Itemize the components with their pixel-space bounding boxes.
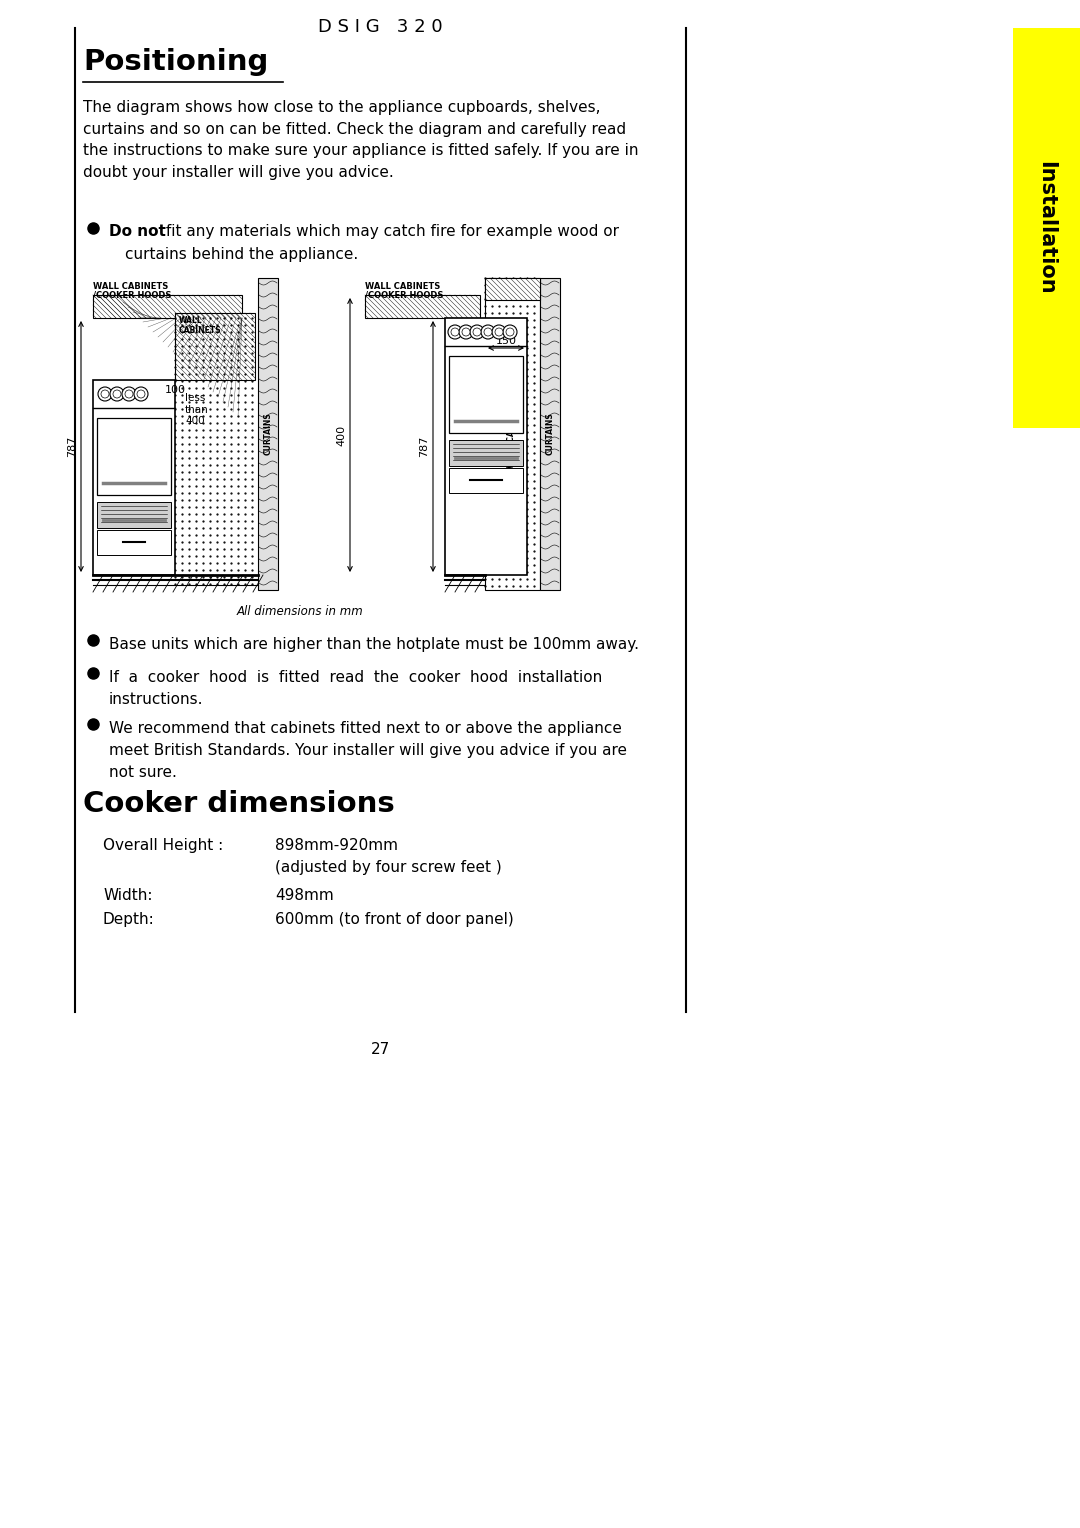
Bar	[97, 530, 171, 555]
Text: The diagram shows how close to the appliance cupboards, shelves,
curtains and so: The diagram shows how close to the appli…	[83, 99, 638, 180]
Text: meet British Standards. Your installer will give you advice if you are: meet British Standards. Your installer w…	[109, 743, 627, 758]
Circle shape	[492, 325, 507, 339]
Text: WALL
CABINETS: WALL CABINETS	[179, 316, 221, 336]
Circle shape	[459, 325, 473, 339]
Text: All dimensions in mm: All dimensions in mm	[237, 605, 363, 617]
Text: Positioning: Positioning	[83, 47, 268, 76]
Circle shape	[503, 325, 517, 339]
Text: WALL CABINETS: WALL CABINETS	[508, 399, 516, 469]
Text: /COOKER HOODS: /COOKER HOODS	[93, 290, 172, 299]
Bar	[540, 278, 561, 590]
Text: /COOKER HOODS: /COOKER HOODS	[365, 290, 444, 299]
Circle shape	[507, 329, 514, 336]
Text: (adjusted by four screw feet ): (adjusted by four screw feet )	[275, 860, 502, 876]
Text: fit any materials which may catch fire for example wood or: fit any materials which may catch fire f…	[161, 225, 619, 238]
Bar	[97, 503, 171, 529]
Bar	[258, 278, 278, 590]
Circle shape	[98, 387, 112, 400]
Text: instructions.: instructions.	[109, 692, 203, 707]
Bar	[449, 356, 523, 432]
Text: Base units which are higher than the hotplate must be 100mm away.: Base units which are higher than the hot…	[109, 637, 639, 652]
Circle shape	[122, 387, 136, 400]
Bar	[175, 313, 255, 380]
Circle shape	[462, 329, 470, 336]
Circle shape	[113, 390, 121, 397]
Text: not sure.: not sure.	[109, 766, 177, 779]
Circle shape	[484, 329, 492, 336]
Text: 400: 400	[336, 425, 346, 446]
Circle shape	[470, 325, 484, 339]
Circle shape	[137, 390, 145, 397]
Text: 498mm: 498mm	[275, 888, 334, 903]
Text: Cooker dimensions: Cooker dimensions	[83, 790, 395, 817]
Text: WALL CABINETS: WALL CABINETS	[365, 283, 441, 290]
Bar	[485, 278, 540, 590]
Circle shape	[473, 329, 481, 336]
Bar	[485, 278, 540, 299]
Text: CURTAINS: CURTAINS	[264, 413, 272, 455]
Text: Width:: Width:	[103, 888, 152, 903]
Text: WALL CABINETS: WALL CABINETS	[93, 283, 168, 290]
Text: If  a  cooker  hood  is  fitted  read  the  cooker  hood  installation: If a cooker hood is fitted read the cook…	[109, 669, 603, 685]
Bar	[97, 419, 171, 495]
Circle shape	[451, 329, 459, 336]
Text: Do not: Do not	[109, 225, 166, 238]
Text: 898mm-920mm: 898mm-920mm	[275, 837, 399, 853]
Bar	[449, 468, 523, 494]
Text: curtains behind the appliance.: curtains behind the appliance.	[125, 248, 359, 261]
Bar	[93, 295, 242, 318]
Bar	[449, 440, 523, 466]
Text: D S I G   3 2 0: D S I G 3 2 0	[318, 18, 443, 37]
Circle shape	[448, 325, 462, 339]
Text: Installation: Installation	[1037, 160, 1056, 295]
Circle shape	[495, 329, 503, 336]
Text: 100: 100	[164, 385, 186, 396]
Bar	[445, 318, 527, 575]
Text: 600mm (to front of door panel): 600mm (to front of door panel)	[275, 912, 514, 927]
Text: less
than
400: less than 400	[185, 393, 208, 426]
Circle shape	[134, 387, 148, 400]
Bar	[365, 295, 480, 318]
Bar	[93, 380, 175, 575]
Text: 787: 787	[67, 435, 77, 457]
Text: 787: 787	[419, 435, 429, 457]
Circle shape	[102, 390, 109, 397]
Bar	[1013, 28, 1080, 428]
Text: CURTAINS: CURTAINS	[545, 413, 554, 455]
Circle shape	[110, 387, 124, 400]
Text: Overall Height :: Overall Height :	[103, 837, 224, 853]
Text: We recommend that cabinets fitted next to or above the appliance: We recommend that cabinets fitted next t…	[109, 721, 622, 736]
Text: 27: 27	[370, 1042, 390, 1057]
Text: 150: 150	[496, 336, 516, 345]
Circle shape	[125, 390, 133, 397]
Text: Depth:: Depth:	[103, 912, 154, 927]
Circle shape	[481, 325, 495, 339]
